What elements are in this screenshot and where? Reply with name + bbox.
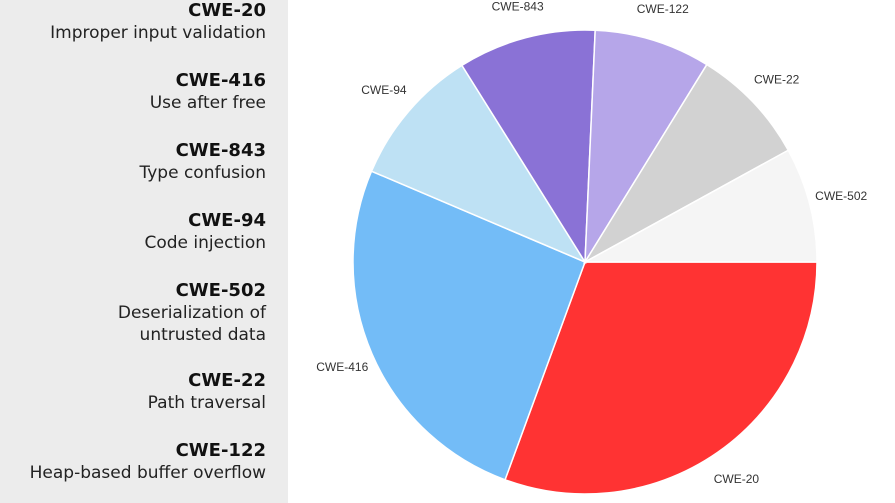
legend-code: CWE-20	[188, 0, 266, 21]
legend-description: Deserialization of untrusted data	[117, 303, 266, 345]
slice-label: CWE-94	[361, 83, 407, 97]
legend-code: CWE-502	[175, 280, 266, 301]
pie-chart: CWE-20 CWE-416 CWE-94 CWE-843 CWE-122 CWE-22 C…	[316, 0, 868, 495]
legend-description: Type confusion	[139, 163, 267, 183]
legend-code: CWE-94	[188, 210, 266, 231]
legend-entry: CWE-94 Code injection	[0, 210, 266, 254]
slice-label: CWE-843	[492, 0, 544, 13]
legend-entry: CWE-502 Deserialization of untrusted data	[0, 280, 266, 346]
legend-entry: CWE-843 Type confusion	[0, 140, 267, 184]
legend-description: Path traversal	[147, 393, 266, 413]
legend-entry: CWE-416 Use after free	[0, 70, 266, 114]
slice-label: CWE-502	[815, 189, 867, 203]
legend-description: Code injection	[144, 233, 266, 253]
slice-label: CWE-416	[316, 360, 368, 374]
pie-slice-cwe-502	[584, 149, 818, 263]
legend-description: Improper input validation	[50, 23, 266, 43]
slice-label: CWE-122	[637, 2, 689, 16]
pie-slice-cwe-94	[370, 64, 587, 264]
pie-slice-cwe-843	[460, 29, 596, 265]
legend-entry: CWE-122 Heap-based buffer overflow	[0, 440, 266, 484]
legend-code: CWE-122	[175, 440, 266, 461]
pie-slice-cwe-122	[584, 29, 708, 265]
slice-label: CWE-20	[714, 472, 760, 486]
legend-panel: CWE-20 Improper input validation CWE-416 Us…	[0, 0, 288, 503]
legend-entry: CWE-22 Path traversal	[0, 370, 266, 414]
pie-slice-cwe-416	[352, 170, 586, 481]
slice-label: CWE-22	[754, 73, 800, 87]
legend-description: Heap-based buffer overflow	[29, 463, 266, 483]
pie-slice-cwe-22	[582, 63, 790, 265]
pie-slice-cwe-20	[504, 261, 818, 495]
legend-code: CWE-843	[175, 140, 266, 161]
legend-entry: CWE-20 Improper input validation	[0, 0, 266, 44]
legend-code: CWE-22	[188, 370, 266, 391]
legend-description: Use after free	[149, 93, 266, 113]
legend-code: CWE-416	[175, 70, 266, 91]
